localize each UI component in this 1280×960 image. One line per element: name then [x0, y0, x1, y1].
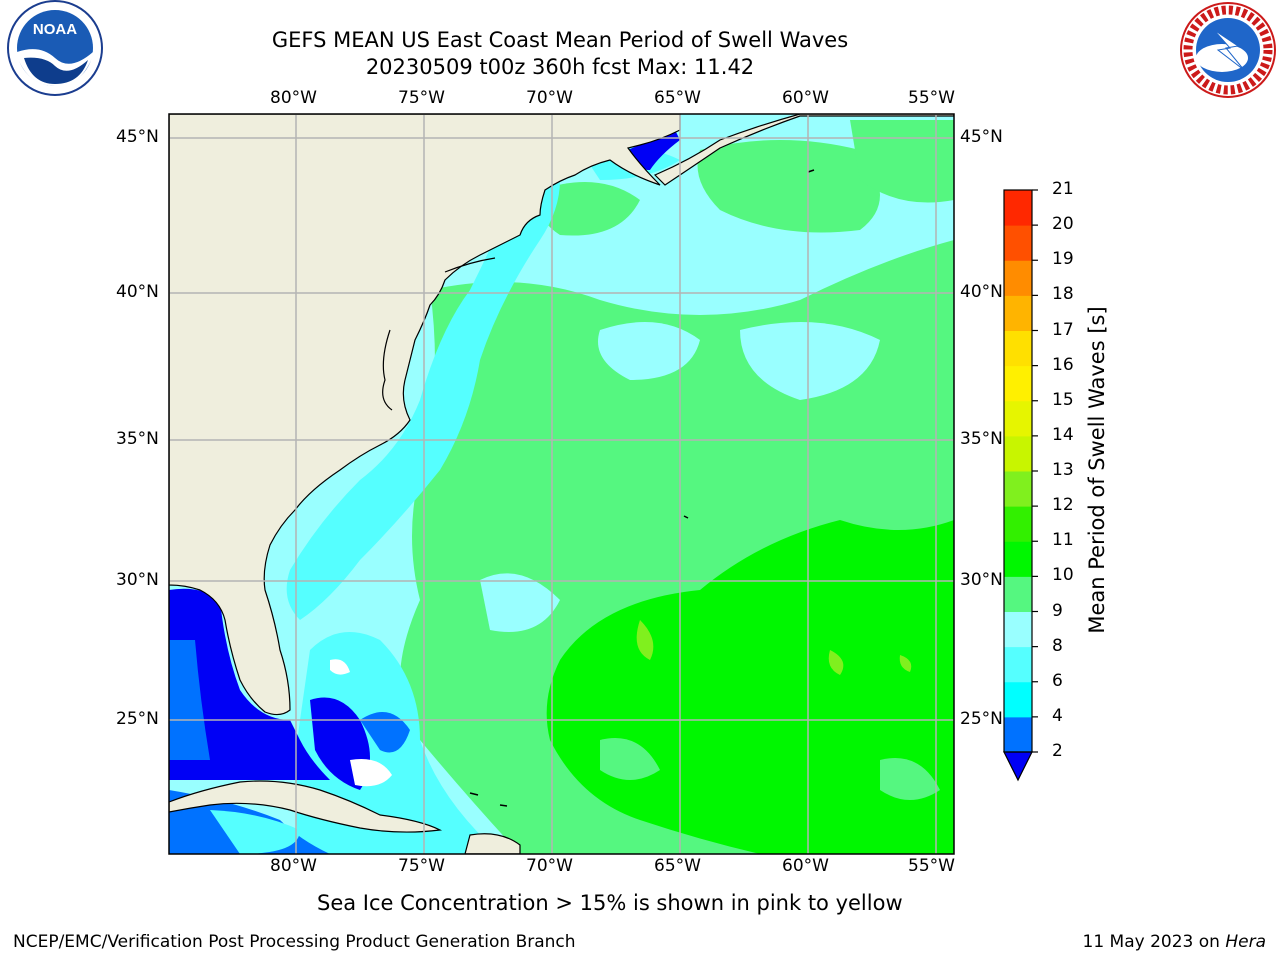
colorbar-tick-label: 17 — [1052, 319, 1074, 340]
map-gridlines — [169, 114, 954, 854]
colorbar-tick-label: 16 — [1052, 354, 1074, 375]
colorbar-title: Mean Period of Swell Waves [s] — [1085, 306, 1109, 634]
colorbar-segment — [1004, 330, 1032, 367]
lon-label-top: 70°W — [526, 88, 573, 108]
lat-label-left: 25°N — [116, 709, 159, 729]
colorbar-tick-label: 11 — [1052, 530, 1074, 551]
lat-label-left: 40°N — [116, 282, 159, 302]
colorbar-tick-label: 8 — [1052, 635, 1063, 656]
footer-date-text: 11 May 2023 on — [1082, 932, 1226, 952]
colorbar-segment — [1004, 716, 1032, 753]
colorbar-segment — [1004, 400, 1032, 437]
colorbar-tick-label: 10 — [1052, 565, 1074, 586]
lon-label-top: 60°W — [782, 88, 829, 108]
colorbar-under-arrow — [1003, 751, 1033, 782]
chart-title: GEFS MEAN US East Coast Mean Period of S… — [271, 28, 849, 52]
colorbar-segment — [1004, 295, 1032, 331]
colorbar-segment — [1004, 506, 1032, 542]
colorbar-segment — [1004, 646, 1032, 683]
map-area — [169, 114, 954, 854]
lon-label-top: 55°W — [908, 88, 955, 108]
chart-subtitle: 20230509 t00z 360h fcst Max: 11.42 — [365, 55, 755, 79]
colorbar-tick-label: 15 — [1052, 389, 1074, 410]
colorbar-tick-label: 6 — [1052, 670, 1063, 691]
lon-label-bottom: 60°W — [782, 856, 829, 876]
colorbar-tick-label: 18 — [1052, 284, 1074, 305]
lon-label-bottom: 80°W — [270, 856, 317, 876]
colorbar-segment — [1004, 541, 1032, 577]
colorbar-tick-label: 4 — [1052, 705, 1063, 726]
colorbar-tick-label: 2 — [1052, 741, 1063, 761]
colorbar-tick-label: 21 — [1052, 179, 1074, 199]
colorbar-tick-label: 14 — [1052, 424, 1074, 445]
noaa-logo-text: NOAA — [33, 21, 77, 38]
lat-label-right: 40°N — [960, 282, 1003, 302]
lon-label-bottom: 75°W — [398, 856, 445, 876]
lat-label-left: 45°N — [116, 127, 159, 147]
lat-label-right: 35°N — [960, 429, 1003, 449]
lon-label-top: 80°W — [270, 88, 317, 108]
colorbar-segment — [1004, 225, 1032, 261]
lon-label-bottom: 55°W — [908, 856, 955, 876]
colorbar-segment — [1004, 681, 1032, 718]
colorbar-tick-label: 19 — [1052, 249, 1074, 270]
colorbar-segment — [1004, 471, 1032, 507]
lat-label-right: 45°N — [960, 127, 1003, 147]
noaa-logo: NOAA — [7, 0, 103, 96]
land-cuba — [169, 780, 443, 833]
colorbar-segment — [1004, 576, 1032, 612]
lat-label-left: 30°N — [116, 570, 159, 590]
lon-label-top: 65°W — [654, 88, 701, 108]
gulf-swell-under-2s — [169, 588, 330, 780]
footer-branch: NCEP/EMC/Verification Post Processing Pr… — [13, 932, 576, 952]
colorbar-tick-label: 9 — [1052, 600, 1063, 621]
nws-logo — [1180, 2, 1276, 98]
colorbar-segment — [1004, 190, 1032, 226]
lon-label-bottom: 70°W — [526, 856, 573, 876]
footer-host: Hera — [1225, 932, 1266, 952]
lat-label-right: 30°N — [960, 570, 1003, 590]
colorbar-segment — [1004, 260, 1032, 296]
lat-label-left: 35°N — [116, 429, 159, 449]
colorbar-tick-label: 13 — [1052, 460, 1074, 480]
colorbar-segment — [1004, 365, 1032, 402]
map-frame — [168, 113, 955, 855]
colorbar-segment — [1004, 435, 1032, 472]
sea-ice-caption: Sea Ice Concentration > 15% is shown in … — [317, 891, 903, 915]
footer-date: 11 May 2023 on Hera — [1083, 932, 1267, 952]
colorbar-tick-label: 20 — [1052, 214, 1074, 235]
colorbar-segment — [1004, 611, 1032, 648]
colorbar — [1003, 189, 1038, 782]
lon-label-bottom: 65°W — [654, 856, 701, 876]
colorbar-tick-label: 12 — [1052, 495, 1074, 516]
lon-label-top: 75°W — [398, 88, 445, 108]
lat-label-right: 25°N — [960, 709, 1003, 729]
